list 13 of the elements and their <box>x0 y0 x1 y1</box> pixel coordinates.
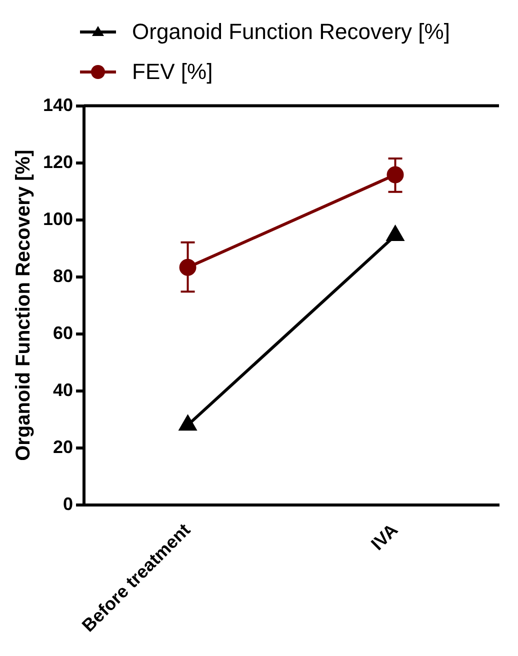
y-tick-label: 0 <box>63 494 74 514</box>
y-tick-label: 20 <box>53 436 74 457</box>
y-axis-title: Organoid Function Recovery [%] <box>12 150 35 461</box>
y-tick-label: 80 <box>53 266 74 286</box>
y-tick-label: 140 <box>42 94 74 115</box>
y-tick-label: 40 <box>53 380 74 400</box>
x-tick-label: IVA <box>367 520 402 554</box>
legend-label: FEV [%] <box>132 59 213 85</box>
y-tick-label: 120 <box>42 152 74 172</box>
legend-label: Organoid Function Recovery [%] <box>132 19 450 45</box>
point <box>179 416 196 431</box>
y-tick-label: 60 <box>53 322 74 343</box>
y-tick-label: 100 <box>42 208 74 229</box>
